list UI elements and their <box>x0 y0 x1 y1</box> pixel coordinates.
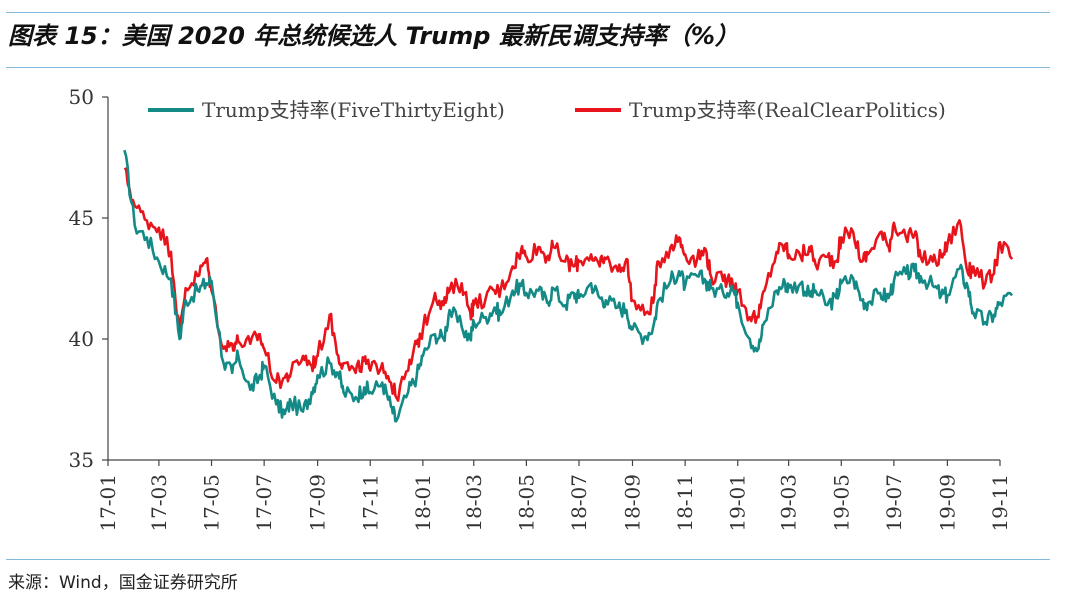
y-tick-label: 50 <box>69 85 94 109</box>
y-tick-label: 35 <box>69 448 94 472</box>
source-note: 来源：Wind，国金证券研究所 <box>8 573 238 593</box>
legend-label: Trump支持率(RealClearPolitics) <box>629 98 946 122</box>
axes: 35 40 45 50 17-01 17-03 17-05 17-07 17-09 17-11 18… <box>69 85 1012 532</box>
x-tick-label: 18-01 <box>411 474 435 532</box>
x-tick-label: 19-09 <box>935 474 959 532</box>
x-tick-label: 18-09 <box>621 474 645 532</box>
title-rule <box>6 67 1050 68</box>
y-tick-label: 40 <box>69 327 94 351</box>
source-rule <box>6 559 1050 560</box>
legend: Trump支持率(FiveThirtyEight) Trump支持率(RealCl… <box>148 98 946 122</box>
x-tick-label: 19-03 <box>777 474 801 532</box>
y-tick-label: 45 <box>69 206 94 230</box>
x-tick-label: 18-03 <box>462 474 486 532</box>
x-tick-label: 17-05 <box>200 474 224 532</box>
x-tick-label: 18-05 <box>514 474 538 532</box>
line-chart: 35 40 45 50 17-01 17-03 17-05 17-07 17-09 17-11 18… <box>69 85 1014 532</box>
x-tick-label: 18-11 <box>673 474 697 532</box>
x-tick-label: 19-07 <box>882 474 906 532</box>
series-line-fivethirtyeight <box>123 149 1014 423</box>
x-tick-label: 19-01 <box>726 474 750 532</box>
x-tick-label: 17-11 <box>358 474 382 532</box>
x-tick-label: 17-09 <box>306 474 330 532</box>
series-layer <box>123 149 1014 423</box>
x-tick-label: 17-01 <box>96 474 120 532</box>
x-tick-label: 19-05 <box>829 474 853 532</box>
x-tick-label: 17-03 <box>147 474 171 532</box>
series-line-realclearpolitics <box>123 167 1014 402</box>
legend-label: Trump支持率(FiveThirtyEight) <box>202 98 505 122</box>
x-tick-label: 19-11 <box>988 474 1012 532</box>
legend-item-fivethirtyeight: Trump支持率(FiveThirtyEight) <box>148 98 505 122</box>
legend-item-realclearpolitics: Trump支持率(RealClearPolitics) <box>575 98 946 122</box>
x-tick-label: 18-07 <box>567 474 591 532</box>
chart-title: 图表 15：美国 2020 年总统候选人 Trump 最新民调支持率（%） <box>8 22 739 50</box>
x-tick-label: 17-07 <box>252 474 276 532</box>
top-rule <box>6 12 1050 13</box>
